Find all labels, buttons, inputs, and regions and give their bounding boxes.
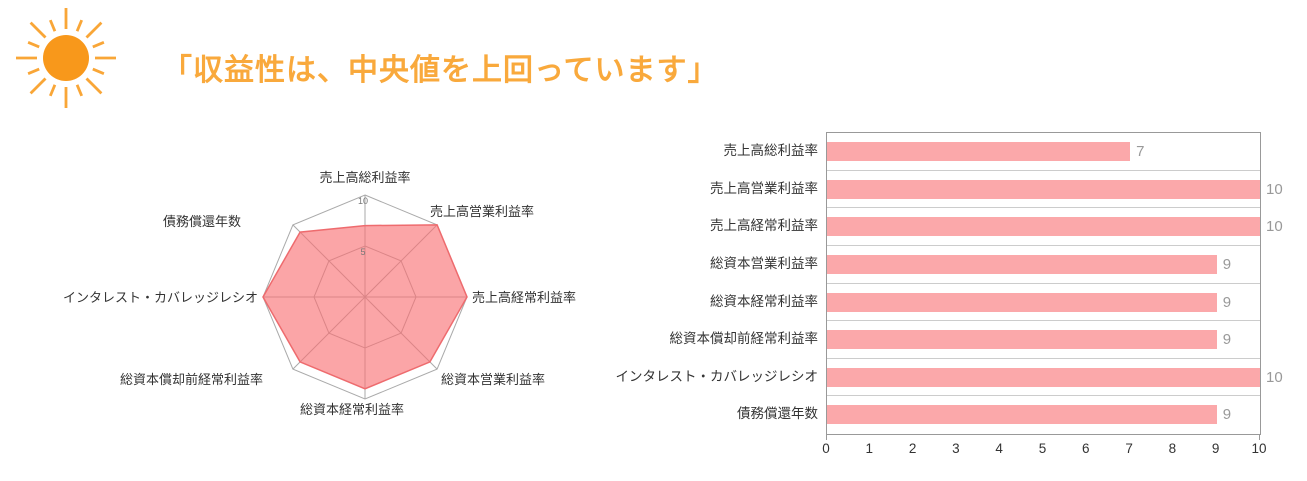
bar-row: 7	[827, 133, 1260, 171]
bar-value-label: 10	[1266, 368, 1283, 386]
bar-row: 9	[827, 246, 1260, 284]
bar-row: 9	[827, 321, 1260, 359]
sun-icon	[16, 8, 116, 108]
bar	[827, 254, 1217, 274]
bar	[827, 367, 1260, 387]
x-tick-label: 2	[908, 441, 917, 456]
bar-plot-area: 7 10 10 9 9 9 10 9	[826, 132, 1283, 435]
x-tick-label: 8	[1168, 441, 1177, 456]
bar	[827, 330, 1217, 350]
bar-value-label: 7	[1136, 143, 1145, 160]
radar-ring-tick-label: 10	[358, 196, 368, 206]
radar-axis-label: 総資本経常利益率	[300, 402, 404, 417]
bar-chart: 売上高総利益率売上高営業利益率 売上高経常利益率 総資本営業利益率 総資本経常利益率総…	[560, 125, 1307, 481]
bar-category-label: インタレスト・カバレッジレシオ	[615, 368, 819, 384]
bar-value-label: 9	[1222, 293, 1232, 311]
bar	[827, 217, 1260, 237]
bar-row: 10	[827, 208, 1283, 246]
bar	[827, 405, 1217, 425]
page-title: 「収益性は、中央値を上回っています」	[162, 54, 719, 87]
x-tick-label: 1	[865, 441, 874, 456]
x-tick-label: 5	[1038, 441, 1047, 456]
bar-value-label: 10	[1266, 218, 1283, 236]
radar-data-polygon	[262, 224, 468, 390]
x-tick-label: 10	[1251, 441, 1267, 456]
x-tick-label: 4	[995, 441, 1003, 456]
radar-axis-label: 売上高総利益率	[319, 170, 410, 185]
radar-chart-svg: 10 5 売上高総利益率売上高営業利益率売上高経常利益率総資本営業利益率総資本経常利…	[63, 170, 576, 417]
bar-value-label: 9	[1222, 331, 1232, 349]
x-tick-label: 7	[1125, 441, 1133, 456]
bar-category-label: 債務償還年数	[737, 406, 818, 422]
bar-row: 9	[827, 284, 1260, 322]
radar-ring-tick-label: 5	[360, 247, 365, 257]
x-tick-label: 3	[952, 441, 960, 456]
bar-row: 10	[827, 171, 1283, 209]
bar-category-label: 総資本償却前経常利益率	[669, 331, 819, 347]
x-tick-label: 0	[822, 441, 830, 456]
radar-axis-label: 売上高営業利益率	[430, 204, 534, 219]
bar-value-label: 9	[1222, 406, 1232, 424]
radar-axis-label: インタレスト・カバレッジレシオ	[63, 290, 258, 305]
x-axis-tick	[1259, 435, 1260, 440]
bar-category-label: 総資本営業利益率	[710, 255, 818, 271]
x-tick-label: 6	[1082, 441, 1090, 456]
radar-axis-label: 債務償還年数	[163, 214, 241, 229]
bar-category-label: 売上高営業利益率	[710, 180, 818, 196]
bar-row: 9	[827, 396, 1260, 434]
radar-axis-label: 総資本営業利益率	[441, 372, 545, 387]
radar-chart: 10 5 売上高総利益率売上高営業利益率売上高経常利益率総資本営業利益率総資本経常利…	[0, 120, 680, 481]
x-tick-label: 9	[1211, 441, 1220, 456]
radar-axis-label: 総資本償却前経常利益率	[120, 372, 263, 387]
bar	[827, 292, 1217, 312]
radar-axis-label: 売上高経常利益率	[472, 290, 576, 305]
bar-value-label: 10	[1266, 180, 1283, 198]
bar-category-label: 総資本経常利益率	[710, 293, 818, 309]
bar-category-label: 売上高経常利益率	[710, 218, 818, 234]
bar-value-label: 9	[1222, 255, 1232, 273]
bar	[827, 179, 1260, 199]
bar-category-label: 売上高総利益率	[723, 143, 819, 158]
bar-row: 10	[827, 359, 1283, 397]
x-axis-tick	[826, 435, 827, 440]
bar	[827, 142, 1131, 161]
